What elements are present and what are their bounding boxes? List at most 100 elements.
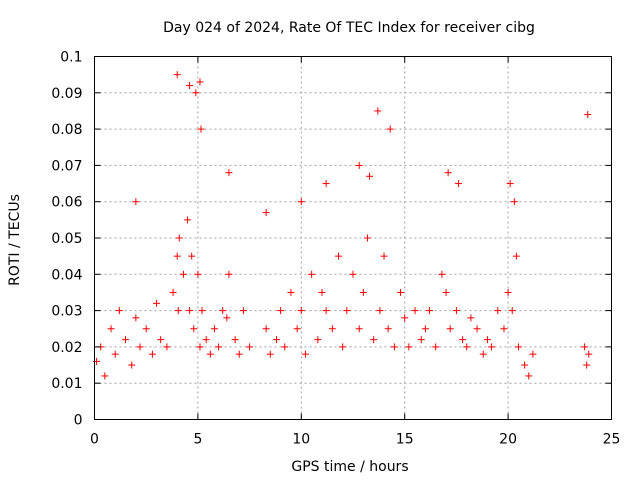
data-point xyxy=(136,343,144,351)
data-point xyxy=(488,343,496,351)
y-tick-label: 0.01 xyxy=(51,376,82,392)
y-tick-label: 0.03 xyxy=(51,304,82,320)
y-axis-label: ROTI / TECUs xyxy=(7,194,23,286)
data-point xyxy=(192,89,200,97)
data-point xyxy=(281,343,289,351)
data-point xyxy=(514,343,522,351)
data-point xyxy=(169,288,177,296)
data-point xyxy=(190,325,198,333)
data-point xyxy=(442,288,450,296)
data-point xyxy=(585,350,593,358)
data-point xyxy=(376,307,384,315)
data-point xyxy=(186,82,194,90)
data-point xyxy=(335,252,343,260)
data-point xyxy=(175,234,183,242)
data-point xyxy=(349,270,357,278)
data-point xyxy=(277,307,285,315)
data-point xyxy=(504,288,512,296)
data-point xyxy=(115,307,123,315)
data-point xyxy=(128,361,136,369)
data-point xyxy=(210,325,218,333)
x-tick-label: 20 xyxy=(499,432,517,448)
data-point xyxy=(432,343,440,351)
data-point xyxy=(483,336,491,344)
data-point xyxy=(390,343,398,351)
data-point xyxy=(184,216,192,224)
data-point xyxy=(380,252,388,260)
data-point xyxy=(132,314,140,322)
data-point xyxy=(272,336,280,344)
data-point xyxy=(179,270,187,278)
data-point xyxy=(196,343,204,351)
data-point xyxy=(366,172,374,180)
data-point xyxy=(266,350,274,358)
data-point xyxy=(411,307,419,315)
data-point xyxy=(438,270,446,278)
data-point xyxy=(174,307,182,315)
data-point xyxy=(173,252,181,260)
data-point xyxy=(163,343,171,351)
data-point xyxy=(301,350,309,358)
data-point xyxy=(421,325,429,333)
data-point xyxy=(246,343,254,351)
data-point xyxy=(235,350,243,358)
y-tick-label: 0.04 xyxy=(51,267,82,283)
y-tick-label: 0.06 xyxy=(51,195,82,211)
x-tick-label: 5 xyxy=(193,432,202,448)
grid-lines xyxy=(94,56,612,420)
data-point xyxy=(529,350,537,358)
data-point xyxy=(512,252,520,260)
x-axis-label: GPS time / hours xyxy=(291,459,408,475)
data-point xyxy=(262,209,270,217)
y-tick-label: 0.1 xyxy=(60,50,82,66)
data-point xyxy=(506,180,514,188)
data-point xyxy=(467,314,475,322)
data-point xyxy=(287,288,295,296)
chart-title: Day 024 of 2024, Rate Of TEC Index for r… xyxy=(163,20,535,36)
data-point xyxy=(202,336,210,344)
data-point xyxy=(186,307,194,315)
data-point xyxy=(231,336,239,344)
data-point xyxy=(196,78,204,86)
data-point xyxy=(111,350,119,358)
data-point xyxy=(197,125,205,133)
data-point xyxy=(157,336,165,344)
data-point xyxy=(297,307,305,315)
data-point xyxy=(322,180,330,188)
x-tick-label: 0 xyxy=(90,432,99,448)
data-point xyxy=(132,198,140,206)
data-point xyxy=(463,343,471,351)
data-point xyxy=(339,343,347,351)
data-point xyxy=(219,307,227,315)
data-point xyxy=(370,336,378,344)
data-point xyxy=(386,125,394,133)
data-point xyxy=(239,307,247,315)
data-point xyxy=(426,307,434,315)
data-point xyxy=(525,372,533,380)
data-point xyxy=(446,325,454,333)
data-point xyxy=(225,169,233,177)
data-point xyxy=(194,270,202,278)
data-point xyxy=(355,161,363,169)
data-point xyxy=(521,361,529,369)
data-point xyxy=(363,234,371,242)
y-tick-label: 0.05 xyxy=(51,231,82,247)
data-point xyxy=(405,343,413,351)
data-point xyxy=(262,325,270,333)
data-point xyxy=(328,325,336,333)
data-point xyxy=(374,107,382,115)
data-point xyxy=(293,325,301,333)
data-point xyxy=(401,314,409,322)
data-point xyxy=(583,361,591,369)
data-point xyxy=(384,325,392,333)
data-point xyxy=(173,71,181,79)
data-point xyxy=(101,372,109,380)
data-point xyxy=(153,299,161,307)
data-point xyxy=(581,343,589,351)
x-tick-label: 15 xyxy=(396,432,414,448)
data-point xyxy=(308,270,316,278)
data-point xyxy=(206,350,214,358)
data-point xyxy=(107,325,115,333)
data-point xyxy=(459,336,467,344)
